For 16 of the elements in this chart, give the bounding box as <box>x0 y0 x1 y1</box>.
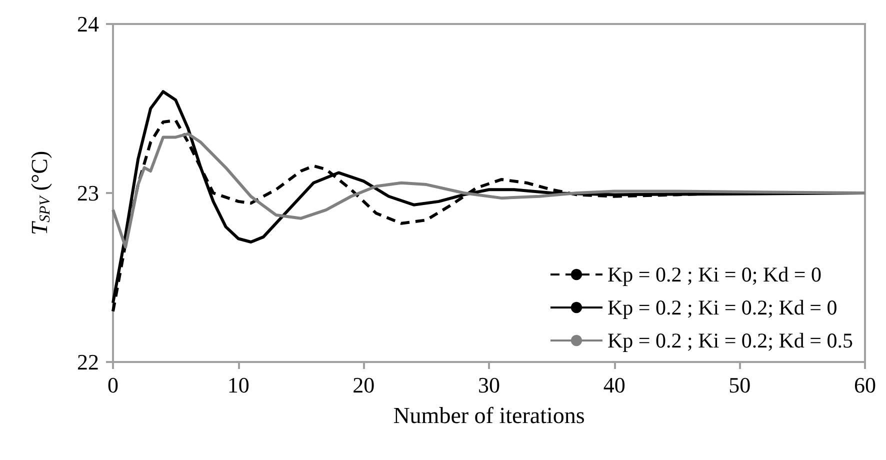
line-series <box>112 132 866 249</box>
legend-label: Kp = 0.2 ; Ki = 0; Kd = 0 <box>607 262 822 286</box>
x-tick-label: 20 <box>352 372 375 398</box>
x-tick-label: 10 <box>227 372 250 398</box>
x-tick-label: 60 <box>854 372 876 398</box>
x-tick-label: 40 <box>603 372 626 398</box>
x-tick-label: 0 <box>108 372 118 398</box>
y-axis-title: TSPV (°C) <box>27 150 54 236</box>
legend-label: Kp = 0.2 ; Ki = 0.2; Kd = 0.5 <box>607 328 853 352</box>
y-tick-label: 23 <box>77 180 99 206</box>
legend-label: Kp = 0.2 ; Ki = 0.2; Kd = 0 <box>607 296 838 320</box>
x-tick-label: 30 <box>478 372 500 398</box>
y-tick-label: 24 <box>77 12 99 36</box>
x-tick-label: 50 <box>728 372 751 398</box>
y-tick-label: 22 <box>77 350 99 374</box>
x-axis-title: Number of iterations <box>393 403 585 428</box>
